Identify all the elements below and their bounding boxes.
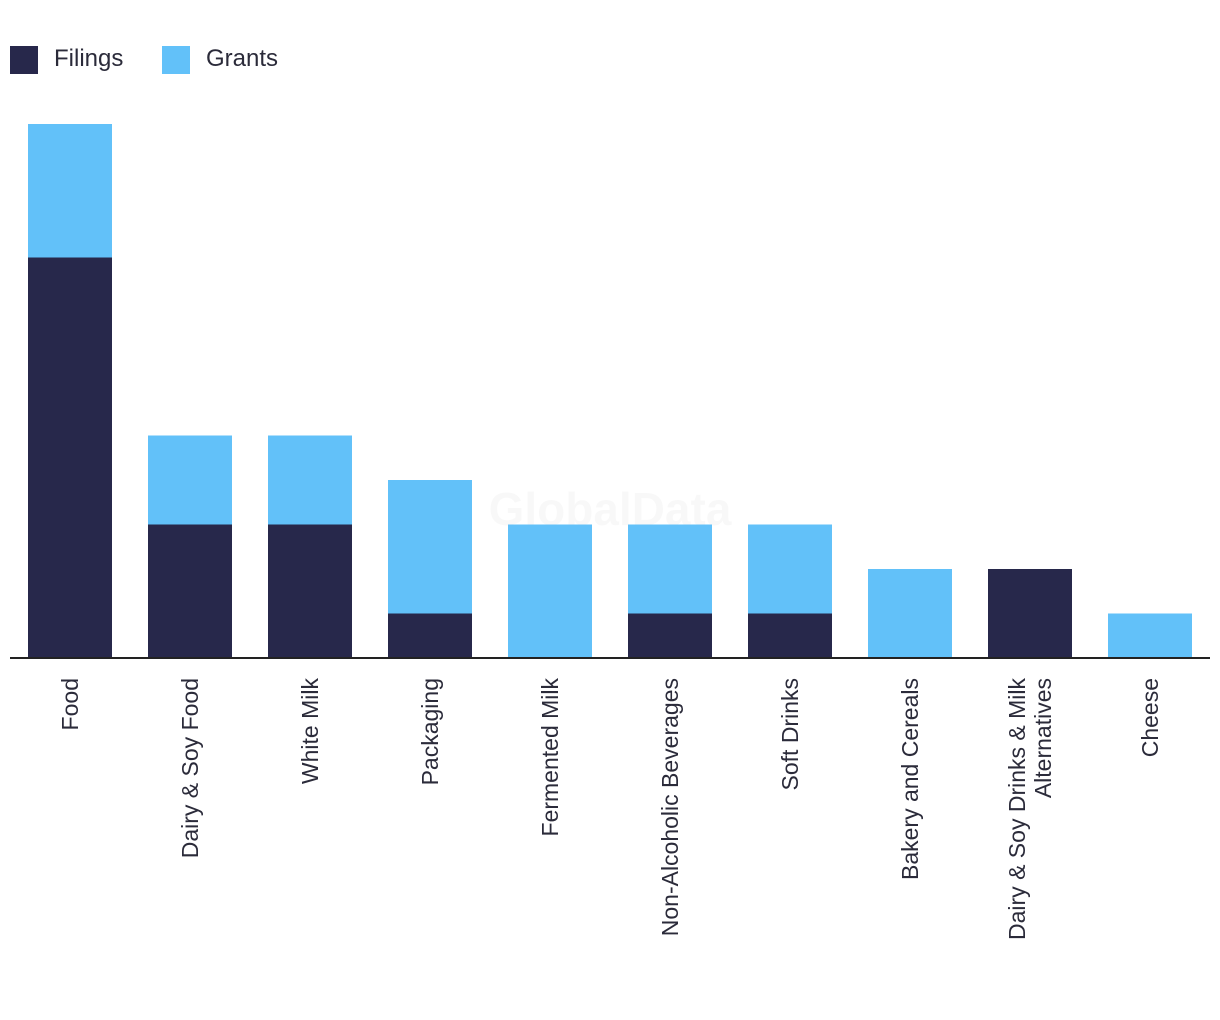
bars [28,124,1192,658]
bar-white-milk-grants [268,435,352,525]
bar-cheese-grants [1108,613,1192,658]
legend-swatch-filings [10,46,38,74]
bar-dairy-and-soy-food-grants [148,435,232,525]
x-tick-label-dairy-and-soy-drinks-and-milk-alternatives: Dairy & Soy Drinks & MilkAlternatives [1004,678,1056,940]
bar-food-grants [28,124,112,258]
x-tick-label-dairy-and-soy-food: Dairy & Soy Food [177,678,203,858]
bar-white-milk-filings [268,524,352,658]
x-tick-label-fermented-milk: Fermented Milk [537,678,563,837]
bar-non-alcoholic-beverages-filings [628,613,712,658]
x-tick-label-bakery-and-cereals: Bakery and Cereals [897,678,923,880]
bar-dairy-and-soy-drinks-and-milk-alternatives-filings [988,569,1072,658]
x-tick-label-food: Food [57,678,83,730]
x-tick-label-packaging: Packaging [417,678,443,785]
bar-soft-drinks-grants [748,524,832,614]
bar-fermented-milk-grants [508,524,592,658]
legend-label-grants: Grants [206,45,278,72]
bar-bakery-and-cereals-grants [868,569,952,658]
legend: Filings Grants [10,45,278,74]
bar-dairy-and-soy-food-filings [148,524,232,658]
bar-packaging-filings [388,613,472,658]
x-tick-labels: Food Dairy & Soy Food White Milk Packaging F… [57,678,1163,940]
bar-non-alcoholic-beverages-grants [628,524,712,614]
x-tick-label-white-milk: White Milk [297,678,323,785]
bar-packaging-grants [388,480,472,614]
x-tick-label-cheese: Cheese [1137,678,1163,757]
legend-label-filings: Filings [54,45,123,72]
bar-food-filings [28,257,112,658]
x-tick-label-soft-drinks: Soft Drinks [777,678,803,790]
bar-soft-drinks-filings [748,613,832,658]
x-tick-label-non-alcoholic-beverages: Non-Alcoholic Beverages [657,678,683,936]
legend-swatch-grants [162,46,190,74]
